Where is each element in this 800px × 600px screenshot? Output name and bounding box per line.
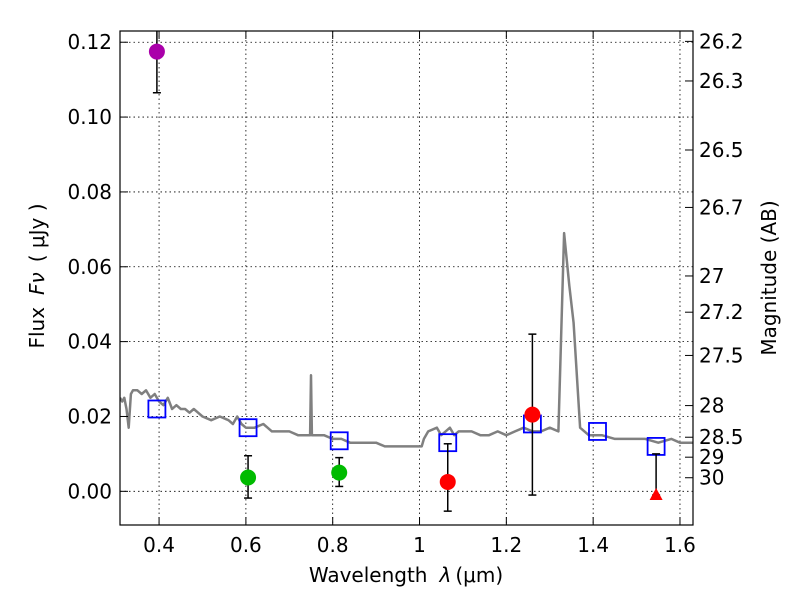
y2-tick-label: 29 (699, 445, 724, 469)
y2-axis-title: Magnitude (AB) (757, 200, 781, 355)
y2-tick-label: 26.7 (699, 195, 744, 219)
x-tick-label: 1.2 (490, 533, 522, 557)
x-tick-label: 0.6 (230, 533, 262, 557)
grid (120, 31, 693, 525)
x-axis-title: Wavelength λ (μm) (309, 563, 503, 587)
model-point (588, 422, 607, 441)
model-point (238, 418, 258, 438)
y2-tick-label: 26.5 (699, 138, 744, 162)
y-tick-label: 0.08 (67, 180, 112, 204)
upper-limit-marker (649, 488, 663, 501)
x-tick-label: 1.6 (664, 533, 696, 557)
x-tick-label: 0.8 (317, 533, 349, 557)
y2-tick-label: 27 (699, 264, 724, 288)
y-axis-title-unit: ( μJy ) (25, 203, 49, 262)
y-axis-title-symbol: Fν (25, 272, 49, 295)
y2-tick-label: 30 (699, 466, 724, 490)
x-tick-label: 1.4 (577, 533, 609, 557)
y2-tick-label: 27.5 (699, 343, 744, 367)
observed-point (439, 473, 456, 490)
model-point (329, 431, 349, 451)
x-axis-title-unit: (μm) (455, 563, 503, 587)
observed-point (331, 464, 348, 481)
y-axis-title: Flux Fν ( μJy ) (25, 203, 49, 348)
y-tick-label: 0.10 (67, 105, 112, 129)
plot-frame (119, 30, 694, 526)
observed-point (240, 469, 257, 486)
y-axis-title-prefix: Flux (25, 307, 49, 349)
y2-tick-label: 26.2 (699, 29, 744, 53)
x-axis-title-prefix: Wavelength (309, 563, 428, 587)
y2-tick-label: 28.5 (699, 425, 744, 449)
y2-tick-label: 28 (699, 394, 724, 418)
sed-template-line (120, 231, 693, 448)
x-axis-title-symbol: λ (439, 563, 452, 587)
y-tick-label: 0.06 (67, 255, 112, 279)
y-tick-label: 0.12 (67, 30, 112, 54)
y2-tick-label: 26.3 (699, 69, 744, 93)
observed-point (148, 43, 165, 60)
x-tick-label: 0.4 (143, 533, 175, 557)
y2-tick-label: 27.2 (699, 300, 744, 324)
y-tick-label: 0.02 (67, 404, 112, 428)
y-tick-label: 0.00 (67, 479, 112, 503)
x-tick-label: 1 (413, 533, 426, 557)
observed-point (524, 406, 541, 423)
model-point (147, 399, 167, 419)
y-tick-label: 0.04 (67, 330, 112, 354)
plot-area (120, 31, 693, 512)
ticks: 0.4 0.6 0.8 1 1.2 1.4 1.6 0.00 0.02 0.04 0.06 0.08 0… (67, 29, 743, 557)
